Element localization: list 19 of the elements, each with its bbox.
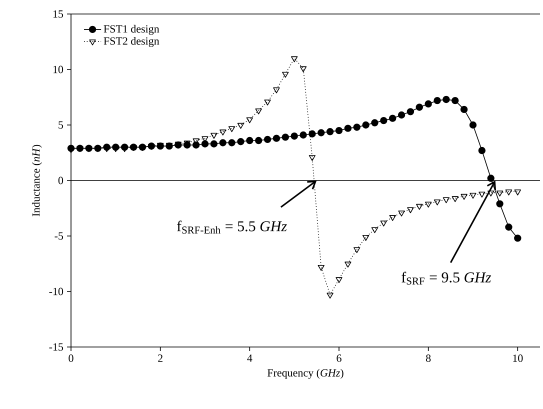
legend-label: FST1 design [104,24,160,35]
y-tick-label: -15 [49,343,64,351]
y-tick-label: -5 [54,232,64,240]
x-tick-label: 10 [513,354,523,362]
annotation: f$_{SRF}$ = 9.5 GHz [402,272,492,285]
x-axis-title: Frequency (GHz) [267,368,344,379]
y-axis-title: Inductance (nH) [32,144,42,216]
x-tick-label: 2 [158,354,162,362]
y-tick-label: 15 [53,10,64,18]
y-tick-label: 0 [58,176,64,184]
x-tick-label: 6 [336,354,342,362]
x-tick-label: 0 [68,354,74,362]
y-tick-label: 10 [53,66,64,74]
x-tick-label: 8 [426,354,431,362]
y-tick-label: -10 [49,288,64,296]
legend-label: FST2 design [104,37,160,47]
annotation: f$_{SRF-Enh}$ = 5.5 GHz [176,220,287,234]
y-tick-label: 5 [58,121,64,129]
x-tick-label: 4 [247,354,252,362]
